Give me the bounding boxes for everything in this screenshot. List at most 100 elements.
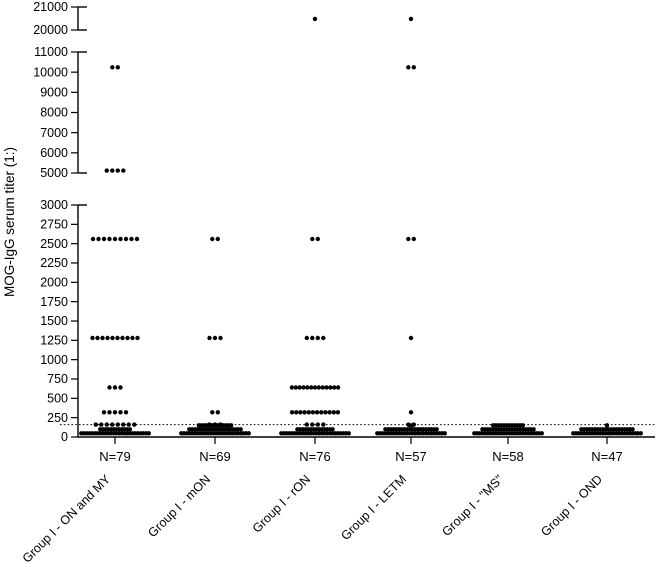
y-tick-label: 2500 xyxy=(40,237,68,251)
group-label: Group I - "MS" xyxy=(439,472,506,539)
data-point xyxy=(315,422,320,427)
data-point xyxy=(110,422,115,427)
data-point xyxy=(95,335,100,341)
y-tick-label: 5000 xyxy=(40,166,68,180)
data-point xyxy=(107,410,112,415)
y-tick-label: 3000 xyxy=(40,198,68,212)
data-point xyxy=(328,385,333,390)
group-label: Group I - rON xyxy=(250,472,313,535)
dot-column-1 xyxy=(79,65,151,436)
data-point xyxy=(207,335,212,341)
data-point xyxy=(105,335,110,341)
data-point xyxy=(120,335,125,341)
data-point xyxy=(123,410,129,415)
data-point xyxy=(293,385,298,390)
y-tick-label: 2000 xyxy=(40,276,68,290)
data-point xyxy=(132,422,137,427)
group-label: Group I - ON and MY xyxy=(20,472,114,566)
y-tick-label: 500 xyxy=(47,392,68,406)
data-point xyxy=(100,335,105,341)
data-point xyxy=(146,431,151,436)
data-point xyxy=(127,427,133,432)
y-tick-label: 9000 xyxy=(40,86,68,100)
data-point xyxy=(310,422,315,427)
data-point xyxy=(410,423,415,428)
dot-column-2 xyxy=(179,236,251,436)
data-point xyxy=(238,427,243,432)
data-point xyxy=(101,236,107,242)
data-point xyxy=(134,236,140,242)
y-tick-label: 21000 xyxy=(33,0,68,14)
data-point xyxy=(304,335,309,341)
y-tick-label: 2750 xyxy=(40,218,68,232)
data-point xyxy=(335,410,341,415)
data-point xyxy=(112,236,118,242)
data-point xyxy=(406,65,411,70)
data-point xyxy=(312,16,318,22)
data-point xyxy=(335,385,341,390)
data-point xyxy=(298,410,303,415)
data-point xyxy=(312,385,318,390)
data-point xyxy=(346,431,351,436)
data-point xyxy=(129,236,134,242)
data-point xyxy=(304,422,309,427)
y-axis-title: MOG-IgG serum titer (1:) xyxy=(2,147,17,297)
y-tick-label: 20000 xyxy=(33,23,68,37)
y-tick-label: 1000 xyxy=(40,353,68,367)
data-point xyxy=(110,168,115,173)
data-point xyxy=(215,236,220,242)
data-point xyxy=(215,410,220,415)
dot-column-3 xyxy=(279,16,351,436)
data-point xyxy=(118,385,123,390)
data-point xyxy=(305,385,310,390)
data-point xyxy=(411,65,416,70)
data-point xyxy=(539,431,544,436)
data-point xyxy=(332,385,337,390)
data-point xyxy=(520,423,526,428)
y-tick-label: 250 xyxy=(47,411,68,425)
data-point xyxy=(310,335,315,341)
data-point xyxy=(310,410,316,415)
data-point xyxy=(301,385,306,390)
data-point xyxy=(630,427,635,432)
data-point xyxy=(118,236,123,242)
data-point xyxy=(302,410,307,415)
group-label: Group I - OND xyxy=(538,472,605,539)
y-tick-label: 750 xyxy=(47,372,68,386)
data-point xyxy=(289,385,295,390)
data-point xyxy=(110,335,115,341)
data-point xyxy=(246,431,251,436)
data-point xyxy=(324,385,329,390)
y-tick-label: 6000 xyxy=(40,146,68,160)
data-point xyxy=(323,410,328,415)
y-tick-label: 1500 xyxy=(40,314,68,328)
data-point xyxy=(321,335,326,341)
n-count-label: N=76 xyxy=(299,449,330,464)
data-point xyxy=(125,335,130,341)
data-point xyxy=(218,335,223,341)
data-point xyxy=(434,427,439,432)
data-point xyxy=(99,422,104,427)
n-count-label: N=58 xyxy=(492,449,523,464)
dot-column-6 xyxy=(571,423,643,436)
data-point xyxy=(408,410,414,415)
data-point xyxy=(408,335,414,341)
data-point xyxy=(107,385,112,390)
data-point xyxy=(101,410,107,415)
n-count-label: N=57 xyxy=(395,449,426,464)
n-count-label: N=69 xyxy=(199,449,230,464)
data-point xyxy=(297,385,302,390)
data-point xyxy=(212,335,218,341)
data-point xyxy=(104,422,110,427)
data-point xyxy=(123,236,129,242)
plot-generated-content: 0 250 500 750 1000 1250 1500 1750 2000 2250 2500 27… xyxy=(20,0,656,566)
data-point xyxy=(320,385,325,390)
data-point xyxy=(115,65,121,70)
data-point xyxy=(210,410,215,415)
data-point xyxy=(96,236,101,242)
data-point xyxy=(294,410,299,415)
data-point xyxy=(135,335,140,341)
data-point xyxy=(411,236,416,242)
data-point xyxy=(316,385,321,390)
